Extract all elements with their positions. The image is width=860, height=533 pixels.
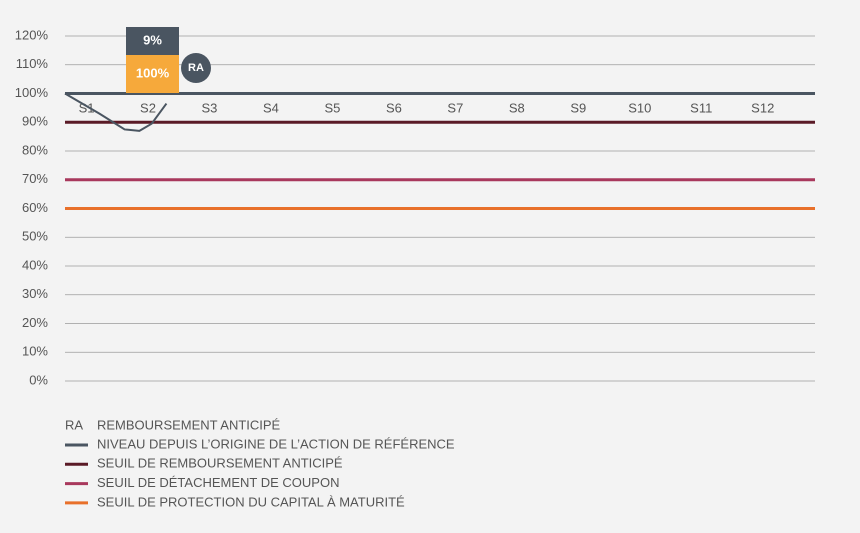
y-tick-label: 70% <box>22 171 48 186</box>
x-tick-label: S6 <box>386 100 402 115</box>
annotation-box <box>126 27 179 55</box>
y-tick-label: 60% <box>22 200 48 215</box>
x-tick-label: S8 <box>509 100 525 115</box>
y-tick-label: 50% <box>22 229 48 244</box>
y-tick-label: 30% <box>22 286 48 301</box>
x-tick-label: S9 <box>570 100 586 115</box>
y-tick-label: 10% <box>22 344 48 359</box>
y-tick-label: 20% <box>22 315 48 330</box>
level-line <box>64 92 168 132</box>
y-tick-label: 120% <box>15 27 49 42</box>
annotation-label: 100% <box>136 65 170 80</box>
marker-badge <box>181 53 211 83</box>
legend-label: REMBOURSEMENT ANTICIPÉ <box>97 417 281 432</box>
y-tick-label: 0% <box>29 372 48 387</box>
x-tick-label: S11 <box>690 100 712 115</box>
x-tick-label: S5 <box>324 100 340 115</box>
x-tick-label: S2 <box>140 100 156 115</box>
annotation-label: 9% <box>143 32 162 47</box>
legend-label: SEUIL DE PROTECTION DU CAPITAL À MATURIT… <box>97 494 405 509</box>
y-tick-label: 100% <box>15 85 49 100</box>
y-tick-label: 80% <box>22 142 48 157</box>
legend-label: SEUIL DE REMBOURSEMENT ANTICIPÉ <box>97 456 343 471</box>
x-tick-label: S7 <box>447 100 463 115</box>
y-tick-label: 40% <box>22 257 48 272</box>
marker-label: RA <box>188 62 204 74</box>
x-tick-label: S4 <box>263 100 279 115</box>
y-tick-label: 110% <box>16 56 49 71</box>
x-tick-label: S12 <box>751 100 774 115</box>
legend-key: RA <box>65 417 83 432</box>
x-tick-label: S3 <box>202 100 218 115</box>
y-tick-label: 90% <box>22 114 48 129</box>
legend-label: NIVEAU DEPUIS L’ORIGINE DE L’ACTION DE R… <box>97 436 455 451</box>
annotation-box <box>126 55 179 93</box>
legend-label: SEUIL DE DÉTACHEMENT DE COUPON <box>97 475 339 490</box>
x-tick-label: S10 <box>628 100 651 115</box>
